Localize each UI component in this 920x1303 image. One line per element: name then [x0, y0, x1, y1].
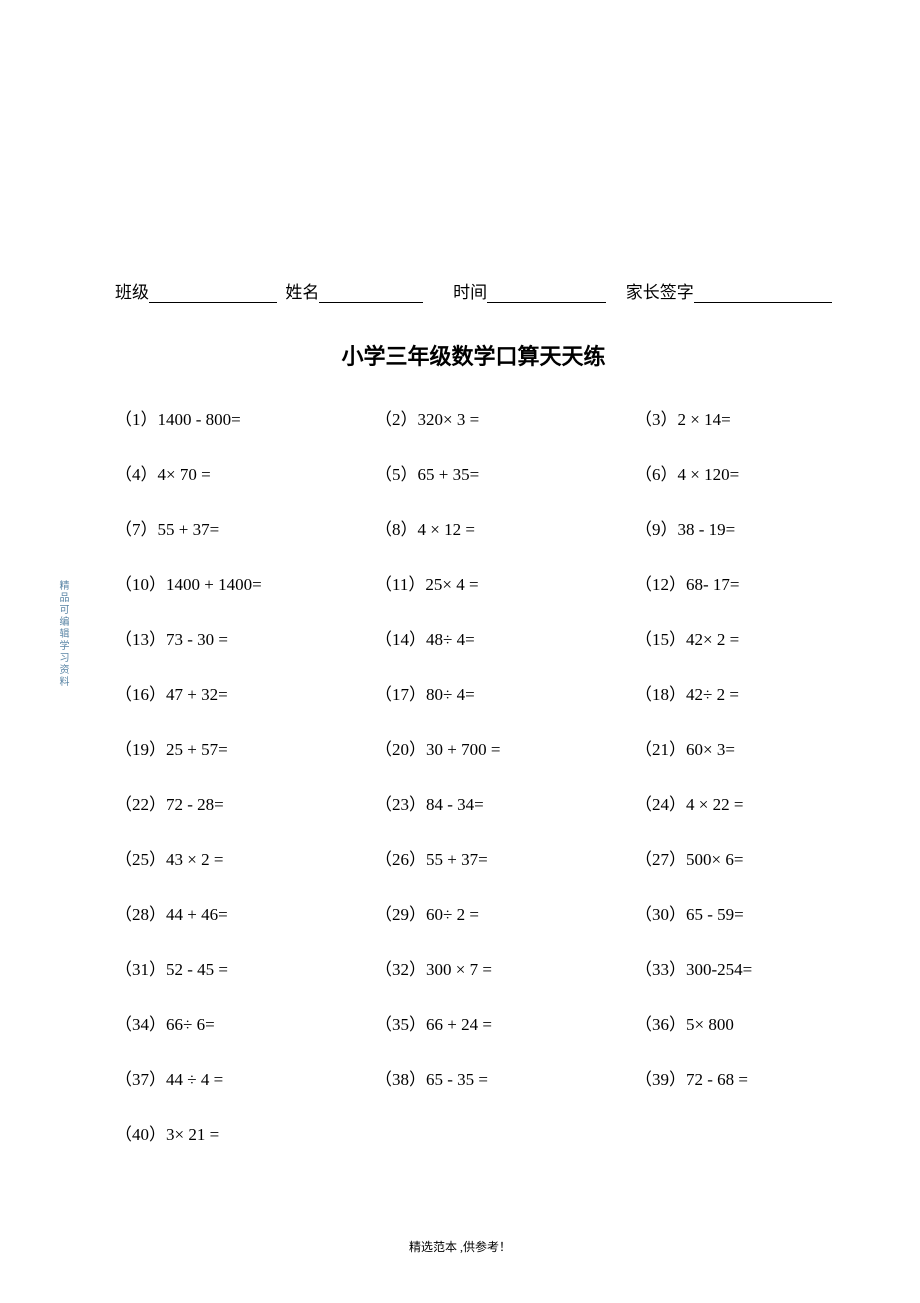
problem-item: （10）1400 + 1400= [115, 570, 375, 595]
problem-item: （14）48÷ 4= [375, 625, 635, 650]
problem-item: （33）300-254= [635, 955, 845, 980]
problem-item: （29）60÷ 2 = [375, 900, 635, 925]
problem-item: （25）43 × 2 = [115, 845, 375, 870]
problem-item: （11）25× 4 = [375, 570, 635, 595]
problem-item: （22）72 - 28= [115, 790, 375, 815]
problem-item: （16）47 + 32= [115, 680, 375, 705]
problems-grid: （1）1400 - 800= （2）320× 3 = （3）2 × 14= （4… [115, 405, 832, 1090]
problem-item: （17）80÷ 4= [375, 680, 635, 705]
problem-item: （23）84 - 34= [375, 790, 635, 815]
page-footer: 精选范本 ,供参考！ [0, 1238, 920, 1255]
problem-item: （4）4× 70 = [115, 460, 375, 485]
class-label: 班级 [115, 278, 149, 303]
problem-item-last: （40）3× 21 = [115, 1120, 832, 1145]
problem-item: （19）25 + 57= [115, 735, 375, 760]
header-fill-line: 班级 姓名 时间 家长签字 [115, 278, 832, 303]
problem-item: （30）65 - 59= [635, 900, 845, 925]
problem-item: （36）5× 800 [635, 1010, 845, 1035]
sign-blank[interactable] [694, 284, 832, 303]
class-blank[interactable] [149, 284, 277, 303]
problem-item: （35）66 + 24 = [375, 1010, 635, 1035]
problem-item: （39）72 - 68 = [635, 1065, 845, 1090]
problem-item: （24）4 × 22 = [635, 790, 845, 815]
time-blank[interactable] [487, 284, 606, 303]
problem-item: （21）60× 3= [635, 735, 845, 760]
problem-item: （5）65 + 35= [375, 460, 635, 485]
problem-item: （3）2 × 14= [635, 405, 845, 430]
problem-item: （37）44 ÷ 4 = [115, 1065, 375, 1090]
problem-item: （27）500× 6= [635, 845, 845, 870]
problem-item: （28）44 + 46= [115, 900, 375, 925]
side-watermark: 精品可编辑学习资料 [55, 580, 70, 688]
problem-item: （13）73 - 30 = [115, 625, 375, 650]
time-label: 时间 [453, 278, 487, 303]
problem-item: （12）68- 17= [635, 570, 845, 595]
problem-item: （15）42× 2 = [635, 625, 845, 650]
worksheet-page: 精品可编辑学习资料 班级 姓名 时间 家长签字 小学三年级数学口算天天练 （1）… [0, 0, 920, 1303]
sign-label: 家长签字 [626, 278, 694, 303]
problem-item: （34）66÷ 6= [115, 1010, 375, 1035]
worksheet-title: 小学三年级数学口算天天练 [115, 339, 832, 371]
name-blank[interactable] [319, 284, 423, 303]
problem-item: （1）1400 - 800= [115, 405, 375, 430]
problem-item: （18）42÷ 2 = [635, 680, 845, 705]
problem-item: （7）55 + 37= [115, 515, 375, 540]
problem-item: （31）52 - 45 = [115, 955, 375, 980]
problem-item: （2）320× 3 = [375, 405, 635, 430]
name-label: 姓名 [285, 278, 319, 303]
problem-item: （26）55 + 37= [375, 845, 635, 870]
problem-item: （6）4 × 120= [635, 460, 845, 485]
problem-item: （20）30 + 700 = [375, 735, 635, 760]
problem-item: （38）65 - 35 = [375, 1065, 635, 1090]
problem-item: （32）300 × 7 = [375, 955, 635, 980]
problem-item: （9）38 - 19= [635, 515, 845, 540]
problem-item: （8）4 × 12 = [375, 515, 635, 540]
